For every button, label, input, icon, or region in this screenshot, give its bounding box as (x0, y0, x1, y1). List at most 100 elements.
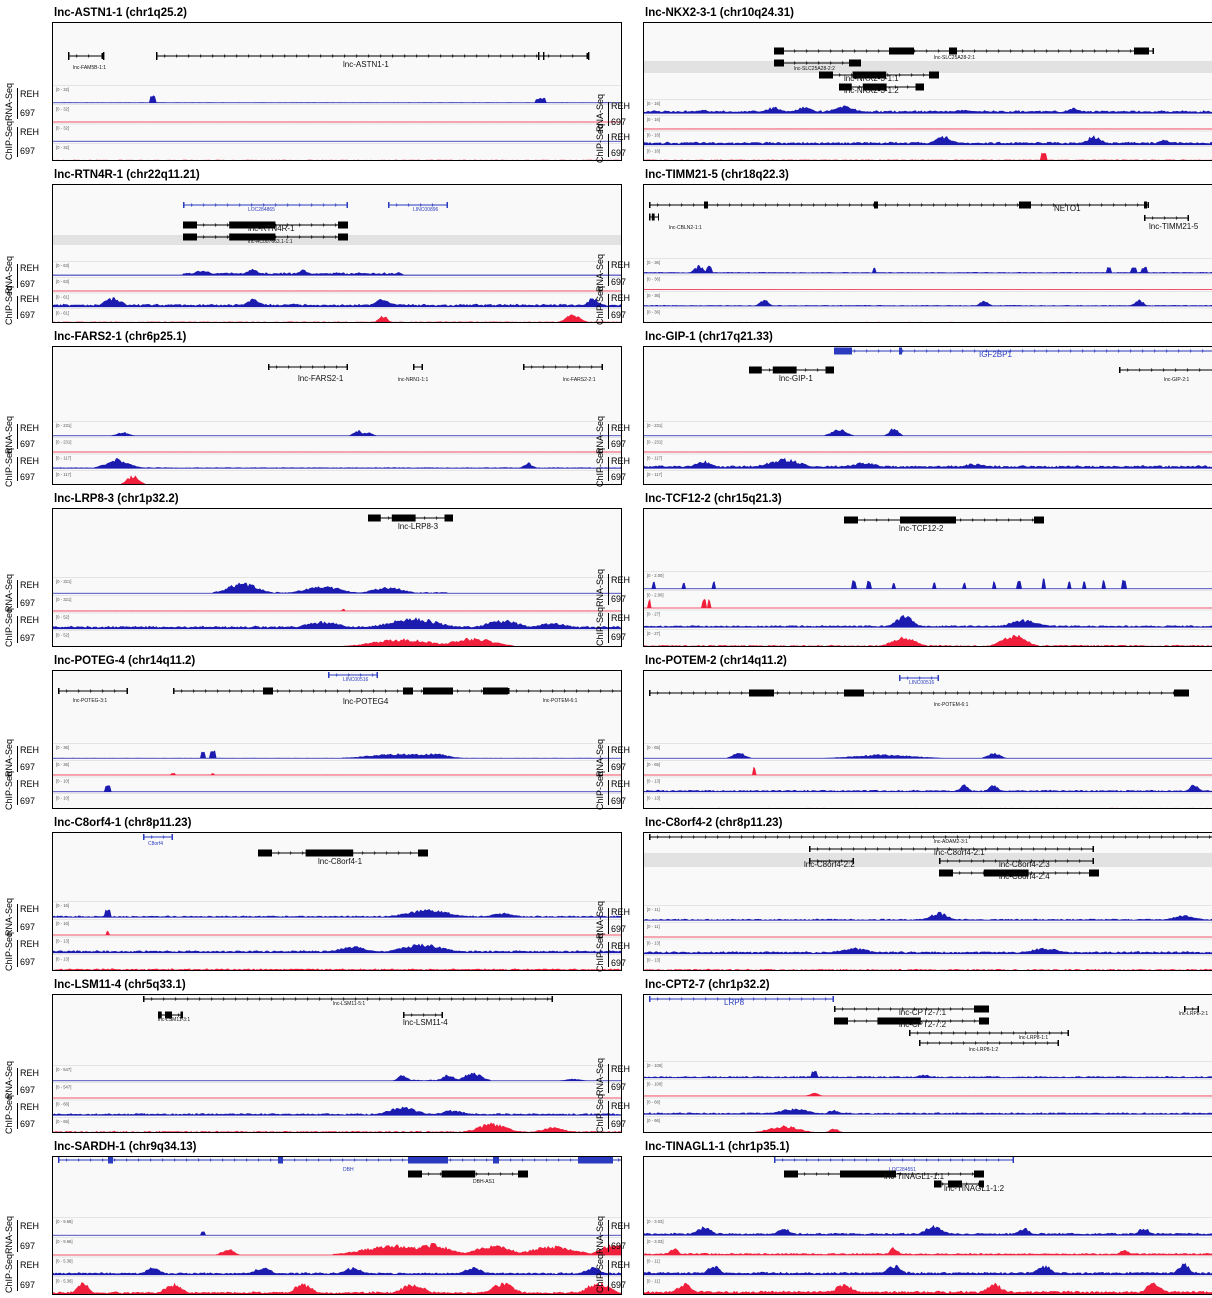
sample-label: 697 (611, 1241, 626, 1251)
sample-label: 697 (20, 472, 35, 482)
sample-label: REH (20, 615, 39, 625)
signal-track (644, 1093, 1212, 1096)
track-scale: [0 - 32] (56, 126, 69, 131)
browser-tracks: lnc-TCF12-2[0 - 2.00][0 - 2.00][0 - 27][… (644, 509, 1212, 647)
track-scale: [0 - 63] (56, 279, 69, 284)
gene-label: lnc-C8orf4-2:1 (934, 848, 985, 857)
track-scale: [0 - 13] (647, 779, 660, 784)
signal-track (53, 1267, 622, 1275)
sample-label: REH (20, 1102, 39, 1112)
sample-label: REH (611, 745, 630, 755)
gene-model (368, 515, 453, 522)
signal-track (53, 1073, 622, 1081)
sample-label: 697 (20, 762, 35, 772)
track-scale: [0 - 36] (647, 310, 660, 315)
gene-label: IGF2BP1 (979, 350, 1012, 359)
gene-model (413, 364, 423, 370)
track-scale: [0 - 36] (56, 762, 69, 767)
gene-model (143, 834, 173, 840)
track-scale: [0 - 13] (56, 939, 69, 944)
assay-label: ChIP-Seq (4, 1254, 14, 1293)
gene-model (268, 364, 348, 370)
assay-label: RNA-Seq (4, 898, 14, 936)
signal-track (644, 753, 1212, 758)
gene-label: lnc-FAM5B-1:1 (73, 65, 106, 71)
sample-label: 697 (611, 632, 626, 642)
assay-label: ChIP-Seq (595, 124, 605, 163)
signal-track (53, 475, 622, 484)
gene-model (523, 364, 603, 370)
gene-label: lnc-POTEG-3:1 (73, 698, 107, 704)
signal-track (644, 1225, 1212, 1235)
gene-label: lnc-TINAGL1-1:2 (944, 1184, 1005, 1193)
signal-track (53, 1123, 622, 1133)
track-scale: [0 - 5.36] (56, 1278, 73, 1283)
sample-label: 697 (611, 472, 626, 482)
track-scale: [0 - 11] (647, 924, 660, 929)
track-scale: [0 - 5.36] (56, 1259, 73, 1264)
sample-label: REH (20, 294, 39, 304)
gene-model (258, 850, 428, 857)
highlight-band (644, 853, 1212, 867)
track-scale: [0 - 52] (56, 615, 69, 620)
sample-label: 697 (20, 1085, 35, 1095)
panel-title: lnc-POTEM-2 (chr14q11.2) (645, 655, 787, 667)
panel-title: lnc-NKX2-3-1 (chr10q24.31) (645, 7, 794, 19)
track-scale: [0 - 27] (647, 612, 660, 617)
gene-label: LINC00896 (413, 207, 439, 213)
gene-label: LOC284865 (248, 207, 275, 213)
sample-label: 697 (20, 796, 35, 806)
track-scale: [0 - 16] (56, 903, 69, 908)
signal-track (53, 430, 622, 436)
sample-label: REH (20, 1068, 39, 1078)
gene-label: DBH (343, 1167, 354, 1173)
panel-title: lnc-TCF12-2 (chr15q21.3) (645, 493, 782, 505)
browser-tracks: lnc-SLC25A28-2:1lnc-SLC25A28-2:2lnc-NKX2… (644, 23, 1212, 161)
sample-label: 697 (611, 594, 626, 604)
signal-track (644, 1247, 1212, 1255)
signal-track (644, 615, 1212, 627)
sample-label: REH (20, 779, 39, 789)
gene-label: lnc-CBLN2-1:1 (669, 225, 702, 231)
sample-label: 697 (611, 924, 626, 934)
assay-label: ChIP-Seq (595, 607, 605, 646)
sample-label: 697 (20, 439, 35, 449)
gene-label: lnc-CPT2-7:1 (899, 1008, 947, 1017)
genome-browser-panel: lnc-TCF12-2[0 - 2.00][0 - 2.00][0 - 27][… (643, 508, 1212, 647)
gene-label: lnc-SLC25A28-2:2 (794, 66, 835, 72)
assay-label: ChIP-Seq (595, 448, 605, 487)
track-scale: [0 - 36] (647, 277, 660, 282)
panel-title: lnc-SARDH-1 (chr9q34.13) (54, 1141, 197, 1153)
gene-label: lnc-LRP8-3 (398, 522, 439, 531)
track-scale: [0 - 117] (56, 456, 71, 461)
track-scale: [0 - 65] (647, 762, 660, 767)
track-scale: [0 - 3.03] (647, 1219, 664, 1224)
signal-track (53, 1107, 622, 1116)
track-scale: [0 - 13] (647, 957, 660, 962)
track-scale: [0 - 16] (56, 921, 69, 926)
gene-label: lnc-FARS2-1 (298, 374, 344, 383)
signal-track (53, 909, 622, 917)
assay-label: ChIP-Seq (4, 608, 14, 647)
panel-title: lnc-LRP8-3 (chr1p32.2) (54, 493, 179, 505)
gene-label: NETO1 (1054, 204, 1081, 213)
panel-title: lnc-ASTN1-1 (chr1q25.2) (54, 7, 187, 19)
gene-model (156, 52, 589, 60)
